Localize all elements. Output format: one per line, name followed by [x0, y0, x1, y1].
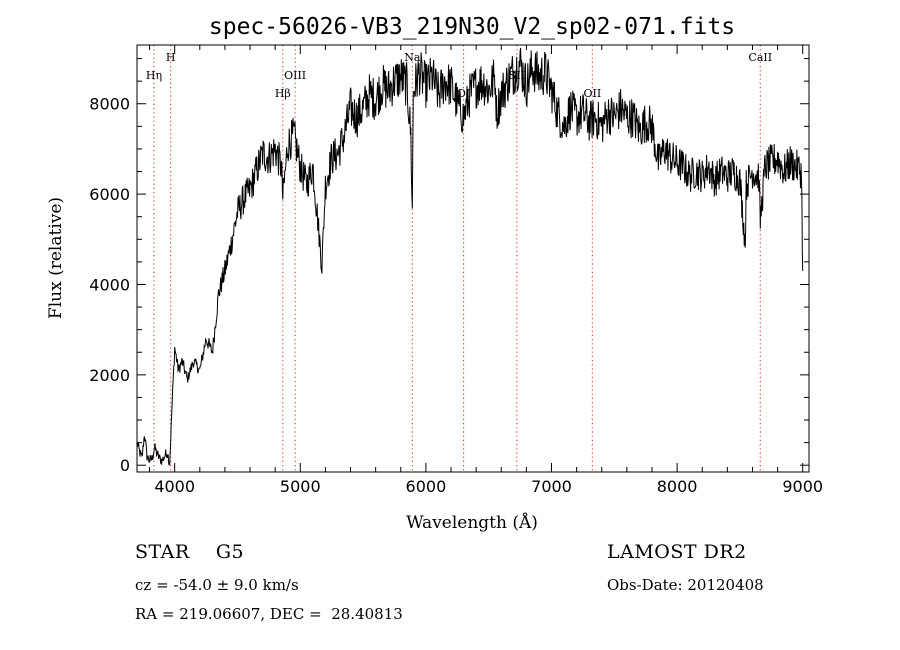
y-axis-label: Flux (relative) — [46, 197, 66, 319]
spectral-line-label: Hβ — [275, 87, 291, 100]
spectrum-line — [136, 47, 804, 466]
x-tick-label: 5000 — [280, 477, 321, 496]
y-tick-label: 2000 — [89, 366, 130, 385]
observation-date: Obs-Date: 20120408 — [607, 576, 764, 594]
redshift-line: cz = -54.0 ± 9.0 km/s — [135, 576, 299, 594]
spectral-line-label: OII — [583, 87, 601, 100]
plot-frame — [136, 44, 810, 473]
y-tick-label: 8000 — [89, 95, 130, 114]
chart-title: spec-56026-VB3_219N30_V2_sp02-071.fits — [209, 14, 735, 40]
x-tick-label: 6000 — [406, 477, 447, 496]
coordinates: RA = 219.06607, DEC = 28.40813 — [135, 605, 403, 623]
x-tick-label: 9000 — [782, 477, 823, 496]
x-tick-label: 4000 — [154, 477, 195, 496]
x-tick-label: 8000 — [657, 477, 698, 496]
y-tick-label: 0 — [120, 456, 130, 475]
spectral-line-label: OIII — [284, 69, 306, 82]
y-tick-label: 4000 — [89, 275, 130, 294]
x-axis-label: Wavelength (Å) — [406, 512, 538, 533]
object-class: STAR G5 — [135, 541, 245, 563]
spectral-line-label: H — [166, 51, 176, 64]
x-tick-label: 7000 — [531, 477, 572, 496]
spectral-line-label: CaII — [748, 51, 772, 64]
spectral-line-label: Na — [404, 51, 421, 64]
spectral-line-label: Hη — [146, 69, 162, 82]
survey-name: LAMOST DR2 — [607, 541, 747, 563]
y-tick-label: 6000 — [89, 185, 130, 204]
